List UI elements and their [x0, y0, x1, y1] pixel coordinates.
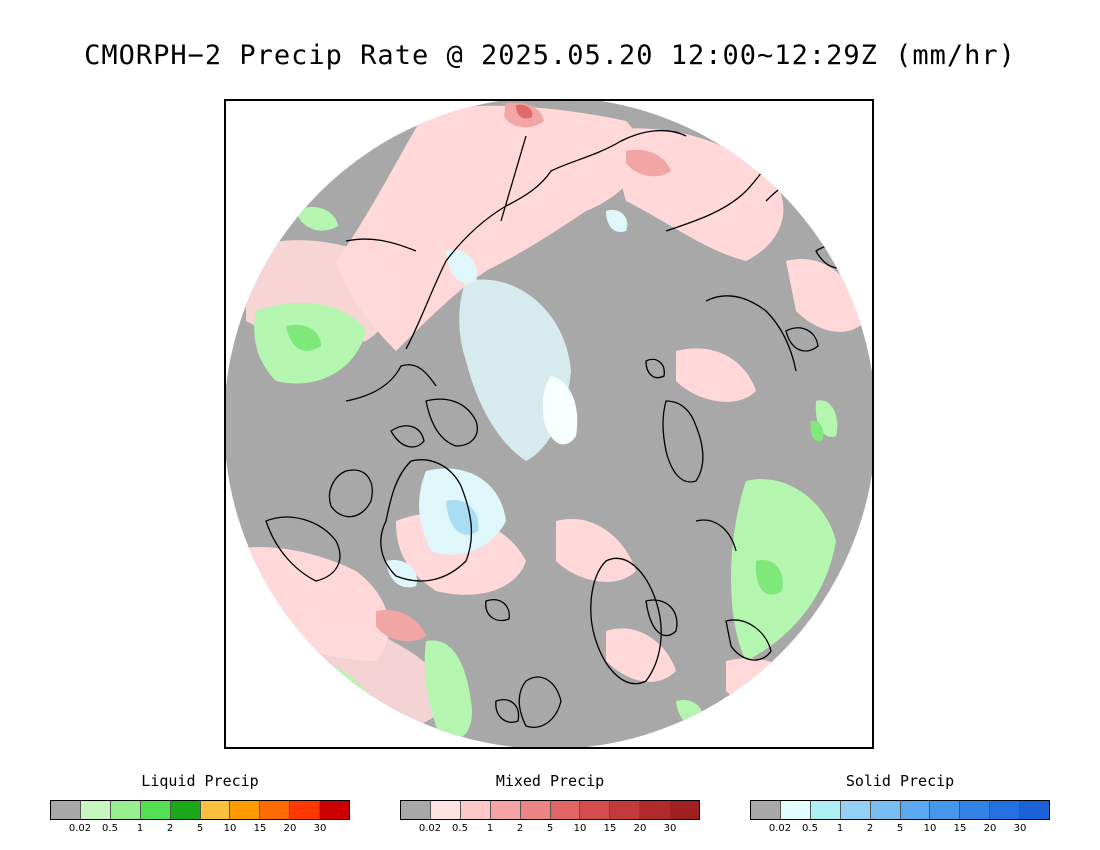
legend-tick-label: 0.02 — [68, 823, 92, 834]
legend-tick-label: 1 — [136, 823, 144, 834]
legend-tick-label: 5 — [196, 823, 204, 834]
legend-swatch — [80, 801, 111, 819]
legend-swatch — [751, 801, 781, 819]
legend-tick-label: 0.02 — [768, 823, 792, 834]
legend-tick-label: 0.02 — [418, 823, 442, 834]
map-canvas — [226, 101, 872, 747]
legend-swatch — [1020, 801, 1050, 819]
legend-swatch — [460, 801, 491, 819]
legend-swatch — [840, 801, 871, 819]
snow-white-region — [542, 376, 578, 445]
legend-tick-label: 0.5 — [802, 823, 818, 834]
legend-swatch — [870, 801, 901, 819]
legend-swatch — [200, 801, 231, 819]
legend-swatch — [930, 801, 961, 819]
tick-labels: 0.02 0.5 1 2 5 10 15 20 30 — [50, 823, 350, 837]
solid-precip-legend: Solid Precip 0.02 0.5 1 2 5 10 15 20 30 — [750, 770, 1054, 840]
legend-tick-label: 1 — [836, 823, 844, 834]
legend-swatch — [580, 801, 611, 819]
legend-tick-label: 10 — [923, 823, 937, 834]
legend-swatch — [430, 801, 461, 819]
legend-tick-label: 10 — [573, 823, 587, 834]
legend-tick-label: 20 — [283, 823, 297, 834]
legend-tick-label: 0.5 — [102, 823, 118, 834]
legend-swatch — [320, 801, 350, 819]
solid-precip-core — [446, 500, 479, 535]
legend-swatch — [290, 801, 321, 819]
legend-swatch — [260, 801, 291, 819]
legend-swatch — [140, 801, 171, 819]
legend-swatch — [110, 801, 141, 819]
legend-tick-label: 15 — [603, 823, 617, 834]
legend-swatch — [520, 801, 551, 819]
legend-swatch — [51, 801, 81, 819]
legend-swatch — [780, 801, 811, 819]
legend-swatch — [230, 801, 261, 819]
color-swatches — [750, 800, 1050, 820]
legend-swatch — [810, 801, 841, 819]
legend-tick-label: 2 — [516, 823, 524, 834]
legend-swatch — [490, 801, 521, 819]
legend-swatch — [900, 801, 931, 819]
legend-swatch — [670, 801, 700, 819]
legend-tick-label: 2 — [866, 823, 874, 834]
legend-tick-label: 5 — [546, 823, 554, 834]
legend-tick-label: 2 — [166, 823, 174, 834]
legend-tick-label: 30 — [313, 823, 327, 834]
color-swatches — [400, 800, 700, 820]
legend-title: Solid Precip — [845, 772, 955, 790]
legend-tick-label: 15 — [953, 823, 967, 834]
legend-tick-label: 30 — [663, 823, 677, 834]
legend-title: Mixed Precip — [495, 772, 605, 790]
tick-labels: 0.02 0.5 1 2 5 10 15 20 30 — [750, 823, 1050, 837]
legend-tick-label: 30 — [1013, 823, 1027, 834]
liquid-precip-legend: Liquid Precip 0.02 0.5 1 2 5 10 15 20 30 — [50, 770, 354, 840]
color-swatches — [50, 800, 350, 820]
legend-swatch — [610, 801, 641, 819]
mixed-precip-legend: Mixed Precip 0.02 0.5 1 2 5 10 15 20 30 — [400, 770, 704, 840]
legend-swatch — [960, 801, 991, 819]
legend-tick-label: 20 — [633, 823, 647, 834]
liquid-precip-core — [286, 324, 824, 595]
legend-swatch — [640, 801, 671, 819]
legend-tick-label: 1 — [486, 823, 494, 834]
map-title: CMORPH−2 Precip Rate @ 2025.05.20 12:00~… — [84, 40, 1016, 71]
legend-swatch — [990, 801, 1021, 819]
legend-tick-label: 10 — [223, 823, 237, 834]
legend-tick-label: 15 — [253, 823, 267, 834]
legend-swatch — [550, 801, 581, 819]
legend-swatch — [170, 801, 201, 819]
legend-tick-label: 20 — [983, 823, 997, 834]
legend-tick-label: 0.5 — [452, 823, 468, 834]
legend-title: Liquid Precip — [141, 772, 259, 790]
legend-swatch — [401, 801, 431, 819]
legend-tick-label: 5 — [896, 823, 904, 834]
tick-labels: 0.02 0.5 1 2 5 10 15 20 30 — [400, 823, 700, 837]
polar-precip-map — [224, 99, 874, 749]
mixed-precip-peak — [516, 104, 533, 119]
